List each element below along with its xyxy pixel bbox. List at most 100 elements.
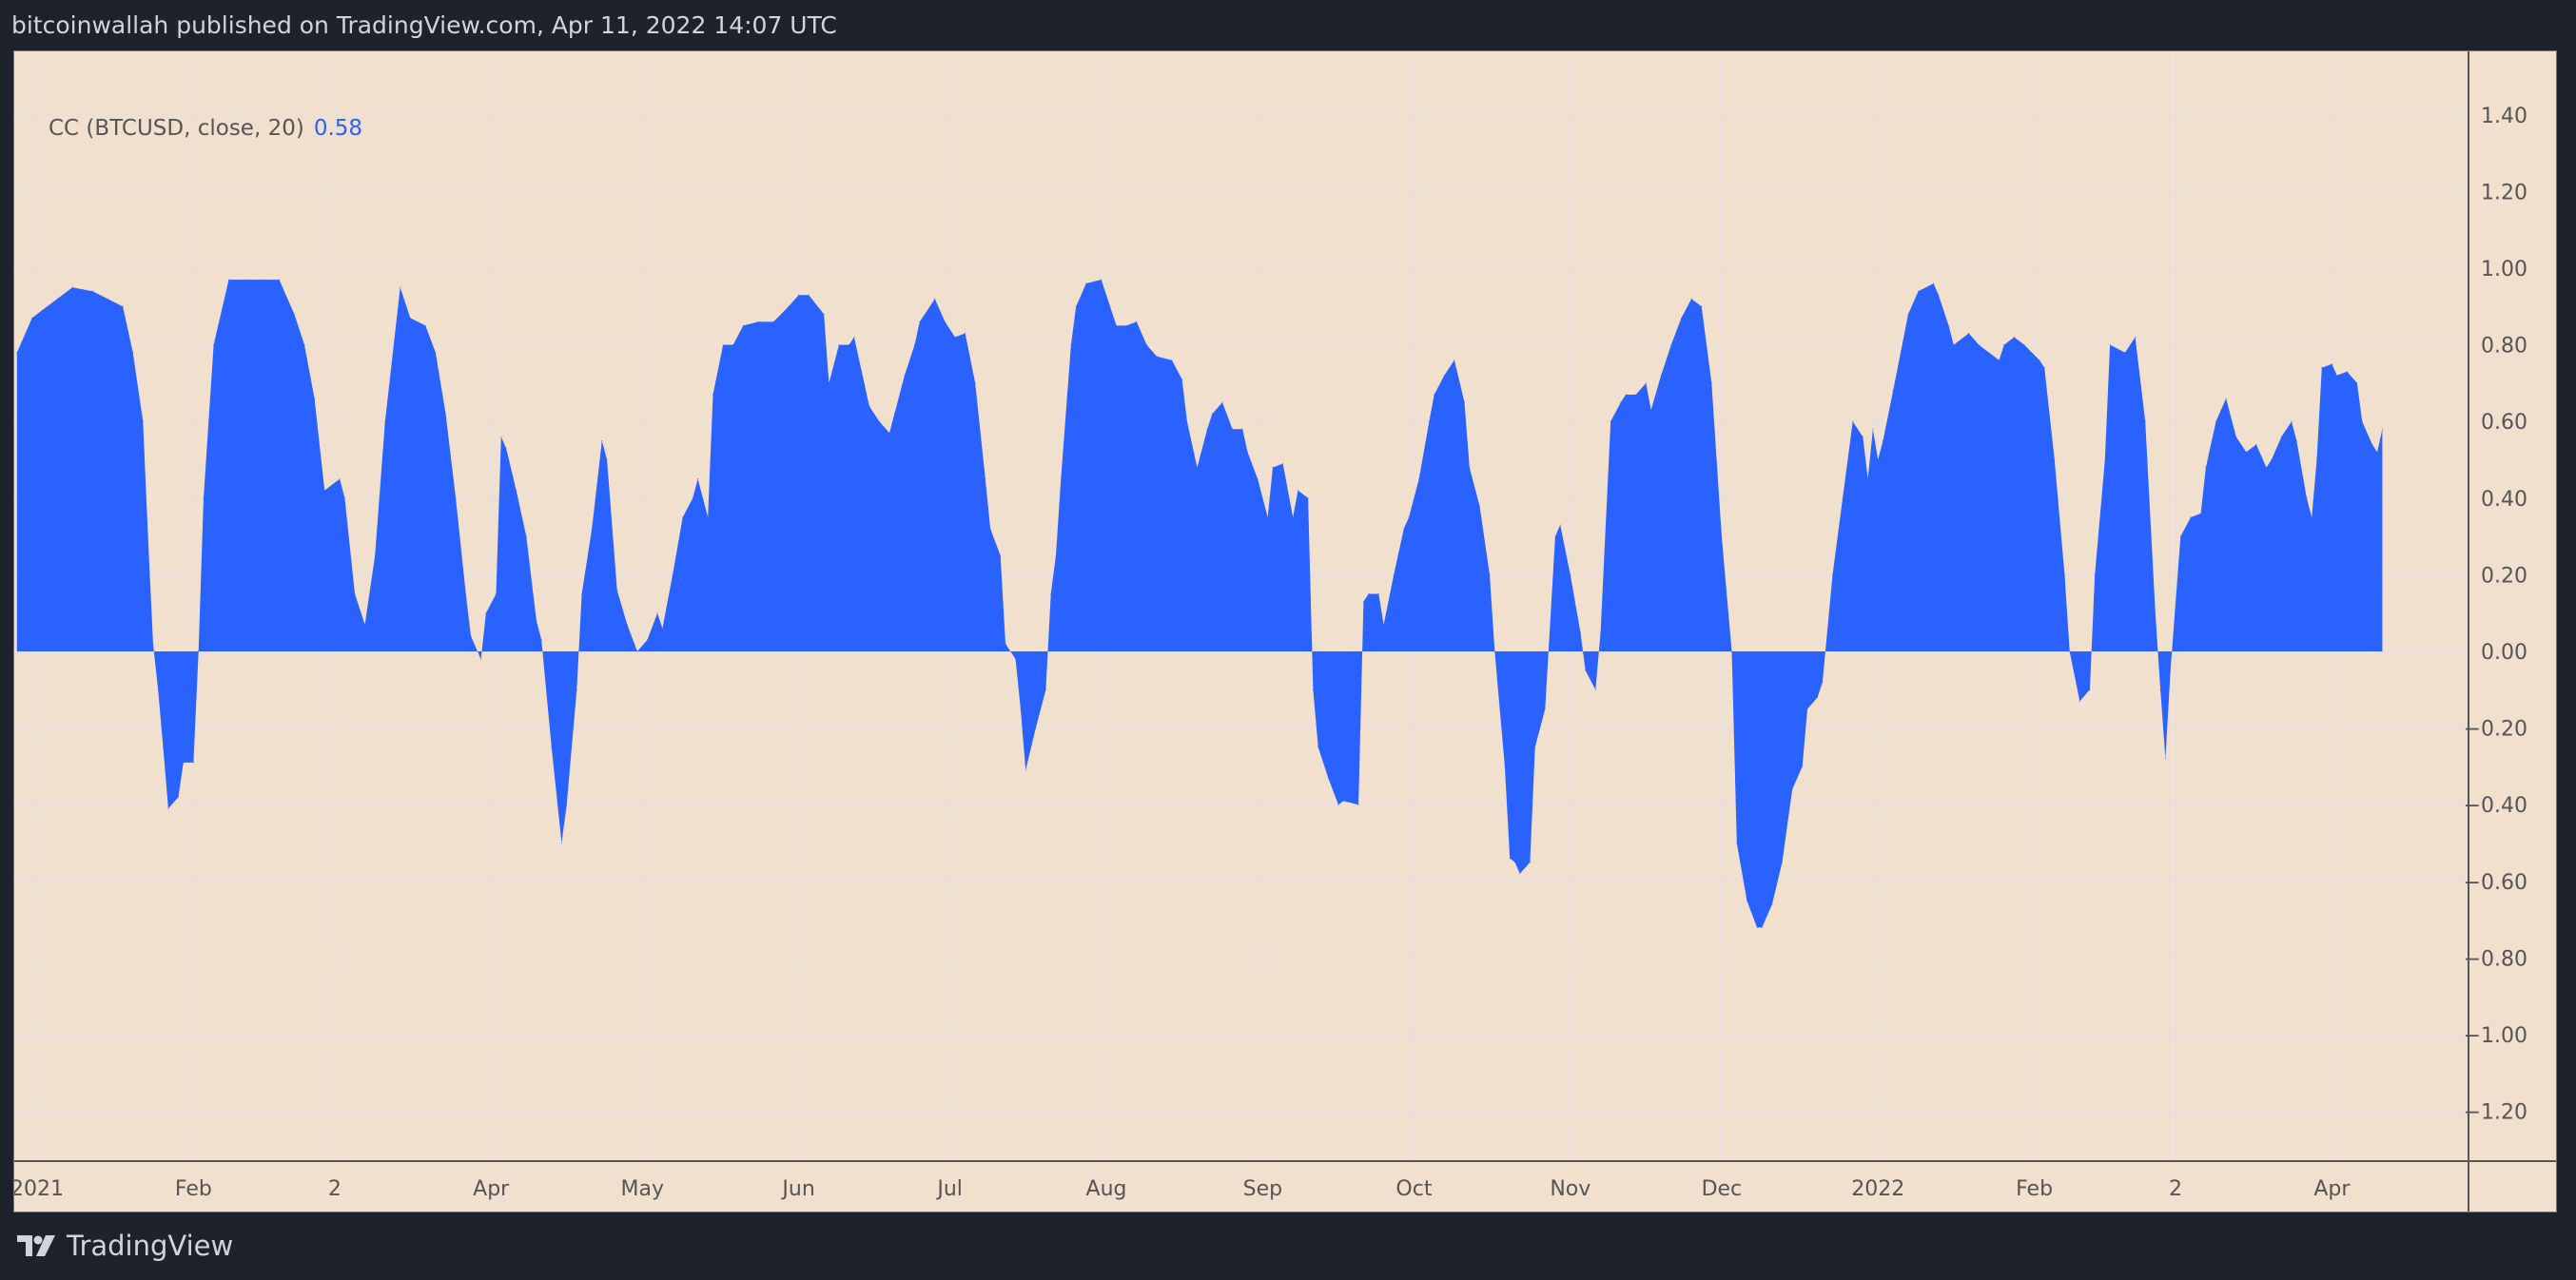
data-point xyxy=(31,317,33,319)
x-tick-label: Feb xyxy=(2016,1177,2053,1201)
data-point xyxy=(798,294,800,296)
data-point xyxy=(1701,305,1703,307)
data-point xyxy=(2306,497,2308,499)
data-point xyxy=(374,554,376,556)
data-point xyxy=(1418,478,1420,480)
data-point xyxy=(278,279,280,281)
data-point xyxy=(2159,688,2161,690)
data-point xyxy=(2336,375,2338,377)
data-point xyxy=(495,593,497,595)
data-point xyxy=(2200,513,2202,514)
data-point xyxy=(919,320,921,322)
data-point xyxy=(1645,382,1647,384)
data-point xyxy=(107,298,108,300)
data-point xyxy=(2316,459,2318,460)
x-tick-label: 2 xyxy=(328,1177,342,1201)
data-point xyxy=(788,305,790,307)
data-point xyxy=(2225,398,2227,399)
data-point xyxy=(1953,344,1955,346)
data-point xyxy=(1443,375,1445,377)
indicator-legend[interactable]: CC (BTCUSD, close, 20) 0.58 xyxy=(49,116,362,141)
data-point xyxy=(1690,298,1692,300)
x-tick-label: Apr xyxy=(2313,1177,2351,1201)
chart-pane[interactable]: 1.40 1.20 1.00 0.80 0.60 0.40 0.20 0.00 −0.20 −0.… xyxy=(13,50,2557,1212)
data-point xyxy=(1791,788,1793,790)
data-point xyxy=(722,344,724,346)
data-point xyxy=(853,337,855,339)
x-tick-label: Sep xyxy=(1243,1177,1282,1201)
data-point xyxy=(142,420,144,422)
data-point xyxy=(1817,696,1819,698)
data-point xyxy=(1998,359,2000,361)
data-point xyxy=(1116,324,1118,326)
data-point xyxy=(647,639,649,641)
data-point xyxy=(965,333,966,335)
data-point xyxy=(364,624,366,626)
data-point xyxy=(1947,324,1949,326)
x-tick-label: Aug xyxy=(1086,1177,1127,1201)
data-point xyxy=(465,593,467,595)
data-point xyxy=(2164,758,2166,760)
data-point xyxy=(1403,528,1405,530)
x-tick-label: 2022 xyxy=(1851,1177,1904,1201)
data-point xyxy=(712,394,713,396)
data-point xyxy=(1206,428,1208,430)
x-tick-label: Dec xyxy=(1702,1177,1743,1201)
data-point xyxy=(2255,443,2257,445)
data-point xyxy=(1181,378,1183,380)
data-point xyxy=(838,344,840,346)
y-tick-label: −0.80 xyxy=(2464,947,2527,971)
data-point xyxy=(2135,337,2137,339)
x-tick-label: 2021 xyxy=(14,1177,64,1201)
data-point xyxy=(682,516,684,518)
data-point xyxy=(41,309,43,311)
data-point xyxy=(2054,459,2056,460)
data-point xyxy=(1978,344,1980,346)
data-point xyxy=(1721,535,1723,537)
data-point xyxy=(1680,317,1682,319)
data-point xyxy=(1519,873,1521,875)
data-point xyxy=(697,478,699,480)
y-tick-label: 0.00 xyxy=(2481,641,2527,665)
data-point xyxy=(606,459,608,460)
data-point xyxy=(1832,573,1834,575)
data-point xyxy=(1736,843,1738,844)
y-tick-label: −1.20 xyxy=(2464,1101,2527,1125)
data-point xyxy=(339,478,341,480)
data-point xyxy=(2179,535,2181,537)
data-point xyxy=(1408,516,1410,518)
tradingview-logo[interactable]: TradingView xyxy=(17,1230,233,1262)
data-point xyxy=(1070,344,1072,346)
brand-name: TradingView xyxy=(67,1230,234,1262)
data-point xyxy=(757,320,759,322)
data-point xyxy=(1620,401,1622,403)
y-tick-label: −0.20 xyxy=(2464,718,2527,742)
data-point xyxy=(354,593,356,595)
correlation-chart[interactable]: 1.40 1.20 1.00 0.80 0.60 0.40 0.20 0.00 −0.20 −0.… xyxy=(14,51,2556,1212)
y-tick-label: −1.00 xyxy=(2464,1024,2527,1048)
data-point xyxy=(2155,612,2156,614)
data-point xyxy=(203,497,205,499)
data-point xyxy=(1145,344,1147,346)
data-point xyxy=(2205,467,2207,469)
data-point xyxy=(1570,573,1571,575)
x-tick-label: Feb xyxy=(175,1177,212,1201)
data-point xyxy=(1938,294,1940,296)
x-tick-label: Jul xyxy=(935,1177,963,1201)
data-point xyxy=(2170,669,2172,671)
data-point xyxy=(1625,394,1627,396)
y-tick-label: 1.00 xyxy=(2481,258,2527,281)
data-point xyxy=(1469,467,1471,469)
y-tick-label: −0.60 xyxy=(2464,871,2527,895)
data-point xyxy=(2069,650,2071,652)
data-point xyxy=(601,439,603,441)
data-point xyxy=(2063,573,2065,575)
data-point xyxy=(1196,467,1198,469)
data-point xyxy=(1559,524,1561,526)
data-point xyxy=(1600,631,1602,633)
data-point xyxy=(661,628,663,630)
data-point xyxy=(1075,305,1077,307)
data-point xyxy=(626,624,628,626)
data-point xyxy=(2235,436,2237,437)
data-point xyxy=(914,344,916,346)
